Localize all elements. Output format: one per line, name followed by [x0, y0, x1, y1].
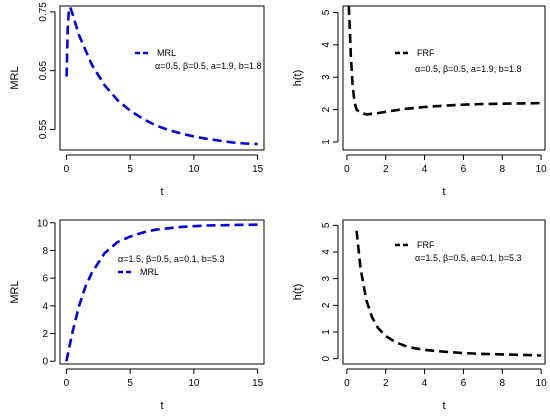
plot-frame — [59, 219, 265, 365]
panel-bottom-right: 0 2 4 6 8 10 0 1 2 3 4 5 t h(t) FRF α=1.5, β=0.5, a=0.1… — [292, 219, 548, 412]
x-tick-label: 2 — [383, 164, 389, 175]
y-tick-label: 4 — [321, 42, 332, 48]
legend-text: FRF — [417, 48, 435, 58]
y-tick-label: 1 — [321, 139, 332, 145]
panel-top-left: 0 5 10 15 0.55 0.65 0.75 t MRL MRL α=0.5, β=0.5, a… — [9, 2, 265, 198]
y-tick-label: 2 — [321, 302, 332, 308]
x-axis: 0 2 4 6 8 10 — [344, 154, 548, 175]
y-tick-label: 4 — [321, 249, 332, 255]
y-tick-label: 2 — [321, 106, 332, 112]
y-tick-label: 3 — [321, 275, 332, 281]
y-tick-label: 0 — [321, 355, 332, 361]
legend-text: α=0.5, β=0.5, a=1.9, b=1.8 — [155, 61, 261, 71]
x-tick-label: 10 — [188, 378, 200, 389]
x-tick-label: 15 — [252, 164, 264, 175]
x-tick-label: 5 — [127, 378, 133, 389]
legend-text: α=0.5, β=0.5, a=1.9, b=1.8 — [415, 64, 521, 74]
x-tick-label: 10 — [536, 378, 548, 389]
legend: FRF α=0.5, β=0.5, a=1.9, b=1.8 — [395, 48, 521, 74]
x-tick-label: 8 — [499, 378, 505, 389]
y-axis: 0 2 4 6 8 10 — [37, 218, 56, 368]
y-tick-label: 6 — [42, 274, 48, 285]
series-line-mrl — [65, 6, 258, 146]
series-line-frf — [355, 230, 542, 357]
x-tick-label: 6 — [461, 378, 467, 389]
x-tick-label: 0 — [344, 164, 350, 175]
y-tick-label: 5 — [321, 222, 332, 228]
y-tick-label: 2 — [42, 329, 48, 340]
x-tick-label: 0 — [64, 378, 70, 389]
y-tick-label: 0 — [42, 357, 48, 368]
y-tick-label: 10 — [37, 218, 49, 229]
legend: α=1.5, β=0.5, a=0.1, b=5.3 MRL — [118, 254, 224, 277]
x-tick-label: 15 — [252, 378, 264, 389]
y-tick-label: 8 — [42, 246, 48, 257]
plot-frame — [342, 219, 546, 365]
y-axis-label: h(t) — [292, 284, 304, 301]
plot-frame — [59, 5, 265, 151]
y-tick-label: 3 — [321, 74, 332, 80]
x-tick-label: 10 — [188, 164, 200, 175]
x-axis-label: t — [160, 400, 163, 412]
y-tick-label: 0.65 — [38, 60, 49, 80]
y-axis: 1 2 3 4 5 — [321, 9, 339, 145]
x-axis-label: t — [442, 400, 445, 412]
y-axis-label: h(t) — [292, 70, 304, 87]
y-tick-label: 4 — [42, 301, 48, 312]
x-tick-label: 0 — [344, 378, 350, 389]
y-tick-label: 0.75 — [38, 2, 49, 22]
y-tick-label: 1 — [321, 329, 332, 335]
legend: FRF α=1.5, β=0.5, a=0.1, b=5.3 — [395, 240, 521, 263]
x-axis: 0 2 4 6 8 10 — [344, 368, 548, 389]
x-axis: 0 5 10 15 — [64, 368, 264, 389]
y-axis-label: MRL — [9, 66, 21, 89]
x-tick-label: 8 — [499, 164, 505, 175]
legend-text: MRL — [140, 267, 159, 277]
x-tick-label: 4 — [422, 378, 428, 389]
y-axis-label: MRL — [9, 280, 21, 303]
legend-text: α=1.5, β=0.5, a=0.1, b=5.3 — [415, 253, 521, 263]
x-axis-label: t — [442, 186, 445, 198]
legend-text: MRL — [157, 48, 176, 58]
x-tick-label: 4 — [422, 164, 428, 175]
y-tick-label: 0.55 — [38, 119, 49, 139]
series-line-mrl — [65, 223, 258, 362]
x-tick-label: 0 — [64, 164, 70, 175]
y-tick-label: 5 — [321, 9, 332, 15]
x-tick-label: 10 — [536, 164, 548, 175]
x-tick-label: 2 — [383, 378, 389, 389]
series-line-frf — [347, 6, 542, 116]
y-axis: 0 1 2 3 4 5 — [321, 222, 339, 361]
plot-frame — [342, 5, 546, 151]
y-axis: 0.55 0.65 0.75 — [38, 2, 56, 139]
x-axis: 0 5 10 15 — [64, 154, 264, 175]
legend-text: FRF — [417, 240, 435, 250]
legend: MRL α=0.5, β=0.5, a=1.9, b=1.8 — [135, 48, 261, 71]
legend-text: α=1.5, β=0.5, a=0.1, b=5.3 — [118, 254, 224, 264]
x-axis-label: t — [160, 186, 163, 198]
x-tick-label: 5 — [127, 164, 133, 175]
x-tick-label: 6 — [461, 164, 467, 175]
